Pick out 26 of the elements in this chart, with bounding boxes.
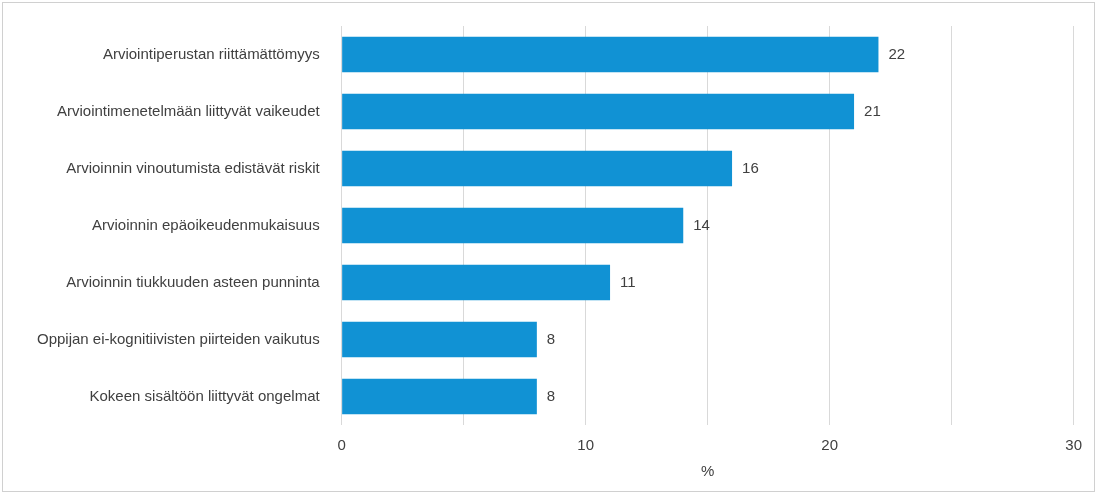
data-label: 14 — [693, 215, 710, 233]
bar — [342, 378, 537, 415]
bar — [342, 93, 855, 130]
y-tick-label: Arviointiperustan riittämättömyys — [102, 44, 320, 62]
bar — [342, 264, 611, 301]
y-tick-label: Arviointimenetelmään liittyvät vaikeudet — [57, 101, 321, 119]
bar — [342, 150, 733, 187]
bar — [342, 207, 684, 244]
x-tick-label: 0 — [337, 436, 346, 454]
x-tick-label: 10 — [577, 436, 594, 454]
x-tick-label: 30 — [1065, 436, 1082, 454]
x-tick-label: 20 — [821, 436, 838, 454]
data-label: 16 — [742, 158, 759, 176]
data-label: 8 — [546, 386, 556, 404]
y-tick-label: Arvioinnin epäoikeudenmukaisuus — [91, 215, 320, 233]
data-label: 11 — [620, 272, 636, 290]
y-tick-label: Oppijan ei-kognitiivisten piirteiden vaikutus — [36, 329, 320, 347]
y-tick-label: Arvioinnin vinoutumista edistävät riskit — [66, 158, 321, 176]
bar — [342, 36, 879, 73]
data-label: 21 — [864, 101, 881, 119]
bar — [342, 321, 537, 358]
data-label: 22 — [888, 44, 906, 62]
y-tick-label: Arvioinnin tiukkuuden asteen punninta — [66, 272, 321, 290]
x-axis-title: % — [700, 462, 715, 480]
y-tick-label: Kokeen sisältöön liittyvät ongelmat — [89, 386, 321, 404]
data-label: 8 — [546, 329, 556, 347]
